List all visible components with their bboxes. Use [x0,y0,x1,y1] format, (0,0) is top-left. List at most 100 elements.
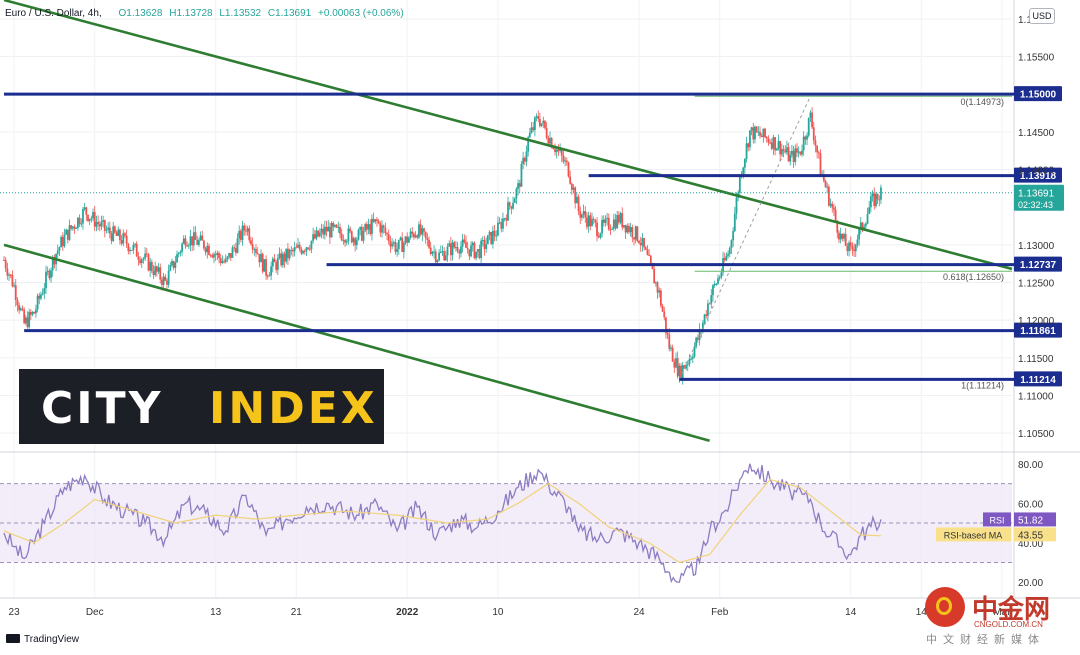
price-tick-1: 1.15500 [1018,53,1055,64]
candle-body-320 [540,123,543,126]
candle-body-368 [621,213,624,228]
candle-body-163 [276,258,279,270]
change-value: +0.00063 (+0.06%) [318,8,404,19]
candle-body-322 [544,120,546,128]
candle-body-52 [90,218,93,220]
candle-body-421 [710,295,713,304]
candle-body-419 [707,303,709,316]
candle-body-229 [387,234,390,242]
candle-body-240 [406,236,409,243]
fib-label-2: 1(1.11214) [961,380,1004,390]
candle-body-431 [727,253,729,256]
candle-body-193 [327,226,330,232]
candle-body-227 [384,227,387,234]
candle-body-217 [367,224,370,230]
candle-body-202 [342,240,345,242]
candle-body-271 [458,250,461,254]
candle-body-424 [715,283,718,285]
candle-body-425 [717,278,719,284]
candle-body-256 [433,251,435,253]
candle-body-309 [522,157,525,165]
candle-body-245 [414,235,417,238]
candle-body-446 [752,127,755,140]
candle-body-330 [557,149,560,152]
candle-body-301 [508,202,511,207]
candle-body-1 [4,260,7,269]
candle-body-77 [132,244,135,251]
candle-body-167 [283,253,286,262]
candle-body-141 [239,230,242,240]
candle-body-197 [334,224,336,227]
candle-body-155 [263,259,266,272]
candle-body-453 [764,128,766,137]
candle-body-278 [470,245,472,257]
candle-body-42 [73,226,76,229]
candle-body-109 [186,245,189,247]
candle-body-378 [638,240,640,244]
candle-body-173 [293,247,296,252]
price-tick-8: 1.11000 [1018,392,1054,403]
candle-body-359 [606,217,609,219]
tradingview-credit[interactable]: TradingView [6,634,79,645]
candle-body-412 [695,337,698,347]
candle-body-342 [577,196,580,212]
time-tick-6: 24 [633,607,645,618]
candle-body-55 [95,221,98,227]
candle-body-233 [394,242,397,252]
candle-body-10 [19,308,22,311]
candle-body-456 [769,142,771,144]
candle-body-30 [53,256,56,265]
candle-body-150 [255,249,257,253]
rsi-series-0 [3,463,882,584]
candle-body-407 [686,364,689,366]
candle-body-492 [829,203,832,206]
candle-body-72 [124,233,126,236]
candle-body-20 [36,295,39,310]
candle-body-174 [295,247,298,249]
candle-body-266 [449,243,452,256]
candle-body-287 [485,244,488,249]
candle-body-204 [345,241,348,243]
candle-body-90 [154,266,157,275]
candle-body-134 [228,253,231,257]
candle-body-66 [113,226,116,233]
candle-body-127 [216,252,219,255]
candle-body-114 [194,232,197,240]
candle-body-170 [288,249,291,259]
candle-body-68 [117,229,120,236]
candle-body-489 [824,180,827,188]
candle-body-349 [589,215,592,227]
candle-body-370 [624,225,627,233]
candle-body-252 [426,237,429,240]
candle-body-381 [643,238,645,248]
candle-body-284 [480,240,483,258]
candle-body-255 [431,252,434,254]
candle-body-457 [770,142,773,149]
candle-body-400 [675,358,677,368]
candle-body-49 [85,207,88,215]
candle-body-215 [364,224,367,231]
candle-body-69 [119,229,121,241]
candle-body-250 [423,228,425,232]
candle-body-111 [189,236,192,246]
candle-body-458 [772,137,775,149]
candle-body-460 [775,148,778,151]
candle-body-442 [745,143,748,159]
candle-body-392 [661,305,664,312]
open-value: O1.13628 [118,8,163,19]
candle-body-305 [515,188,518,199]
candle-body-347 [586,217,588,227]
currency-badge[interactable]: USD [1029,8,1055,24]
candle-body-236 [399,237,402,240]
candle-body-48 [83,207,86,210]
candle-body-71 [122,233,125,244]
support-badge-4 [1014,371,1062,387]
candle-body-285 [481,239,484,241]
candle-body-503 [848,242,850,252]
candle-body-379 [639,243,642,246]
candle-body-201 [340,233,343,241]
candle-body-310 [523,157,526,162]
candle-body-364 [614,219,617,229]
current-price-value: 1.13691 [1018,188,1055,199]
candle-body-160 [271,258,274,267]
